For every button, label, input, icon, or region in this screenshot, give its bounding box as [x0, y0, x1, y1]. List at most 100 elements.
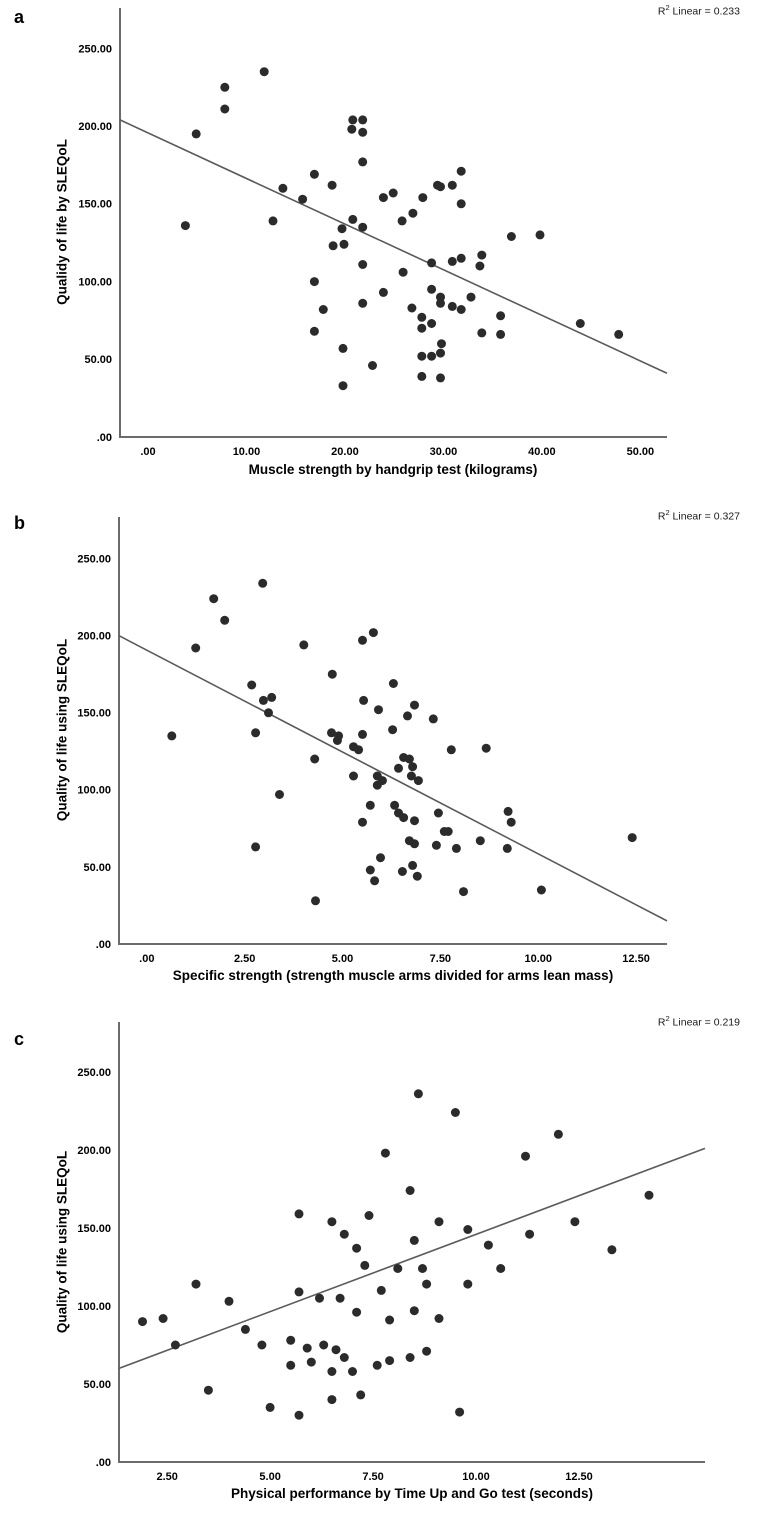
- data-point: [434, 1217, 444, 1227]
- data-point: [525, 1229, 535, 1239]
- data-point: [385, 1356, 395, 1366]
- data-point: [388, 679, 398, 688]
- data-point: [380, 1148, 390, 1158]
- panel-c-x-axis-title: Physical performance by Time Up and Go t…: [230, 1486, 594, 1501]
- y-tick-label: 200.00: [78, 121, 112, 133]
- panel-c-corner-label: c: [14, 1029, 25, 1049]
- data-point: [275, 790, 284, 799]
- data-point: [286, 1335, 296, 1345]
- data-point: [358, 729, 367, 739]
- data-point: [358, 115, 368, 125]
- y-tick-label: 150.00: [77, 708, 111, 720]
- data-point: [358, 635, 367, 645]
- y-tick-label: 100.00: [77, 785, 111, 797]
- data-point: [294, 1287, 304, 1297]
- data-point: [436, 292, 445, 302]
- data-point: [359, 695, 369, 705]
- data-point: [456, 199, 466, 209]
- data-point: [433, 808, 443, 818]
- panel-b-r2-annotation: R2 Linear = 0.327: [657, 508, 740, 523]
- data-point: [220, 104, 230, 114]
- data-point: [418, 193, 428, 203]
- data-point: [393, 1264, 403, 1273]
- data-point: [502, 843, 512, 853]
- x-tick-label: .00: [139, 953, 154, 965]
- data-point: [410, 700, 419, 710]
- data-point: [372, 780, 382, 790]
- data-point: [358, 260, 368, 269]
- y-tick-label: 200.00: [77, 631, 111, 643]
- y-tick-label: .00: [97, 432, 112, 444]
- data-point: [536, 885, 546, 895]
- data-point: [422, 1279, 432, 1289]
- data-point: [413, 1089, 423, 1099]
- data-point: [251, 842, 261, 852]
- data-point: [431, 840, 441, 850]
- data-point: [374, 705, 383, 715]
- data-point: [405, 1186, 415, 1195]
- x-tick-label: 7.50: [430, 953, 451, 965]
- data-point: [356, 1390, 366, 1400]
- data-point: [397, 216, 407, 226]
- data-point: [451, 843, 461, 853]
- data-point: [220, 82, 230, 92]
- data-point: [427, 258, 437, 268]
- data-point: [358, 157, 368, 167]
- data-point: [477, 250, 487, 260]
- data-point: [388, 188, 398, 198]
- data-point: [644, 1190, 654, 1200]
- data-point: [347, 124, 357, 134]
- data-point: [436, 182, 445, 192]
- y-tick-label: 250.00: [77, 553, 111, 565]
- data-point: [298, 194, 308, 204]
- data-point: [319, 1340, 329, 1350]
- data-point: [309, 169, 319, 179]
- data-point: [446, 745, 456, 755]
- data-point: [418, 1264, 427, 1273]
- data-point: [434, 1314, 444, 1323]
- data-point: [315, 1293, 324, 1303]
- data-point: [191, 1279, 201, 1289]
- data-point: [167, 731, 177, 741]
- y-tick-label: .00: [96, 939, 111, 951]
- data-point: [459, 887, 468, 897]
- data-point: [385, 1315, 395, 1325]
- y-tick-label: 250.00: [78, 43, 112, 55]
- data-point: [268, 216, 278, 226]
- data-point: [191, 129, 201, 139]
- data-point: [455, 1407, 465, 1417]
- data-point: [338, 381, 348, 391]
- data-point: [309, 277, 319, 287]
- data-point: [456, 253, 466, 263]
- data-point: [408, 762, 418, 772]
- data-point: [306, 1357, 316, 1367]
- panel-a-x-axis-title: Muscle strength by handgrip test (kilogr…: [248, 462, 538, 477]
- data-point: [535, 230, 545, 240]
- data-point: [338, 343, 348, 353]
- data-point: [456, 305, 466, 314]
- y-tick-label: 100.00: [77, 1301, 111, 1313]
- data-point: [496, 329, 506, 339]
- data-point: [427, 284, 437, 294]
- data-point: [360, 1260, 370, 1270]
- data-point: [224, 1296, 234, 1306]
- data-point: [456, 166, 466, 176]
- data-point: [309, 326, 319, 336]
- data-point: [258, 695, 268, 705]
- data-point: [318, 305, 328, 314]
- data-point: [463, 1225, 473, 1234]
- y-tick-label: .00: [96, 1457, 111, 1469]
- data-point: [378, 193, 388, 203]
- data-point: [496, 311, 506, 321]
- data-point: [203, 1385, 213, 1395]
- x-tick-label: 10.00: [462, 1471, 490, 1483]
- data-point: [368, 361, 377, 370]
- data-point: [378, 287, 388, 297]
- data-point: [475, 836, 485, 846]
- data-point: [259, 67, 269, 77]
- x-tick-label: 10.00: [233, 446, 261, 458]
- data-point: [358, 817, 367, 827]
- scatter-panel-c: .00 50.00 100.00 150.00 200.00 250.00 2.50 5.00…: [77, 1022, 706, 1483]
- data-point: [627, 833, 637, 843]
- data-point: [310, 754, 320, 764]
